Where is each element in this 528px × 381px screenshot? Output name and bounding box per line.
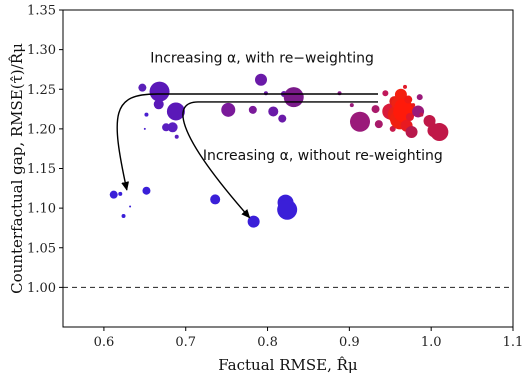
scatter-point [210, 194, 221, 205]
scatter-point [268, 106, 279, 117]
scatter-point [247, 215, 260, 228]
scatter-point [109, 190, 118, 199]
arrows [116, 93, 378, 219]
x-tick-label: 0.6 [94, 335, 115, 350]
scatter-point [121, 214, 126, 219]
scatter-point [143, 127, 146, 130]
annotation-text: Increasing α, without re-weighting [203, 148, 443, 164]
scatter-point [416, 94, 423, 101]
scatter-points [109, 73, 449, 228]
scatter-point [167, 122, 178, 133]
scatter-point [374, 120, 383, 129]
scatter-point [149, 81, 170, 102]
y-axis-ticks: 1.00 1.05 1.10 1.15 1.20 1.25 1.30 1.35 [27, 4, 63, 296]
x-tick-label: 1.0 [421, 335, 442, 350]
scatter-point [174, 134, 179, 139]
scatter-point [118, 191, 123, 196]
scatter-point [248, 105, 257, 114]
scatter-point [138, 83, 147, 92]
scatter-point [221, 102, 236, 117]
scatter-point [277, 199, 298, 220]
scatter-point [278, 114, 287, 123]
scatter-point [166, 102, 185, 121]
scatter-point [430, 123, 449, 142]
x-axis-label: Factual RMSE, R̂μ [218, 356, 358, 374]
scatter-point [129, 205, 132, 208]
y-tick-label: 1.00 [27, 281, 56, 296]
scatter-point [255, 73, 267, 86]
x-axis-ticks: 0.6 0.7 0.8 0.9 1.0 1.1 [94, 327, 524, 350]
x-tick-label: 1.1 [503, 335, 524, 350]
scatter-point [405, 112, 414, 121]
scatter-point [350, 111, 370, 132]
scatter-point [283, 87, 304, 108]
annotations: Increasing α, with re−weighting Increasin… [150, 50, 443, 163]
scatter-point [404, 95, 413, 104]
y-tick-label: 1.10 [27, 202, 56, 217]
scatter-point [153, 99, 164, 110]
y-tick-label: 1.20 [27, 122, 56, 137]
scatter-point [382, 90, 389, 97]
y-tick-label: 1.35 [27, 4, 56, 19]
y-tick-label: 1.15 [27, 162, 56, 177]
y-tick-label: 1.25 [27, 83, 56, 98]
arrow-without-reweighting [182, 101, 378, 219]
arrow-with-reweighting [116, 93, 378, 191]
scatter-point [411, 103, 416, 108]
y-axis-label: Counterfactual gap, RMSE(τ̂)/R̂μ [8, 43, 26, 294]
scatter-point [405, 126, 418, 139]
y-tick-label: 1.30 [27, 43, 56, 58]
scatter-point [144, 112, 149, 117]
scatter-point [403, 84, 407, 89]
scatter-point [142, 186, 151, 195]
scatter-point [371, 105, 380, 114]
scatter-point [419, 112, 424, 117]
y-tick-label: 1.05 [27, 241, 56, 256]
x-tick-label: 0.8 [257, 335, 278, 350]
x-tick-label: 0.7 [175, 335, 196, 350]
scatter-point [349, 103, 354, 108]
annotation-text: Increasing α, with re−weighting [150, 50, 374, 66]
x-tick-label: 0.9 [339, 335, 360, 350]
scatter-point [394, 88, 407, 101]
